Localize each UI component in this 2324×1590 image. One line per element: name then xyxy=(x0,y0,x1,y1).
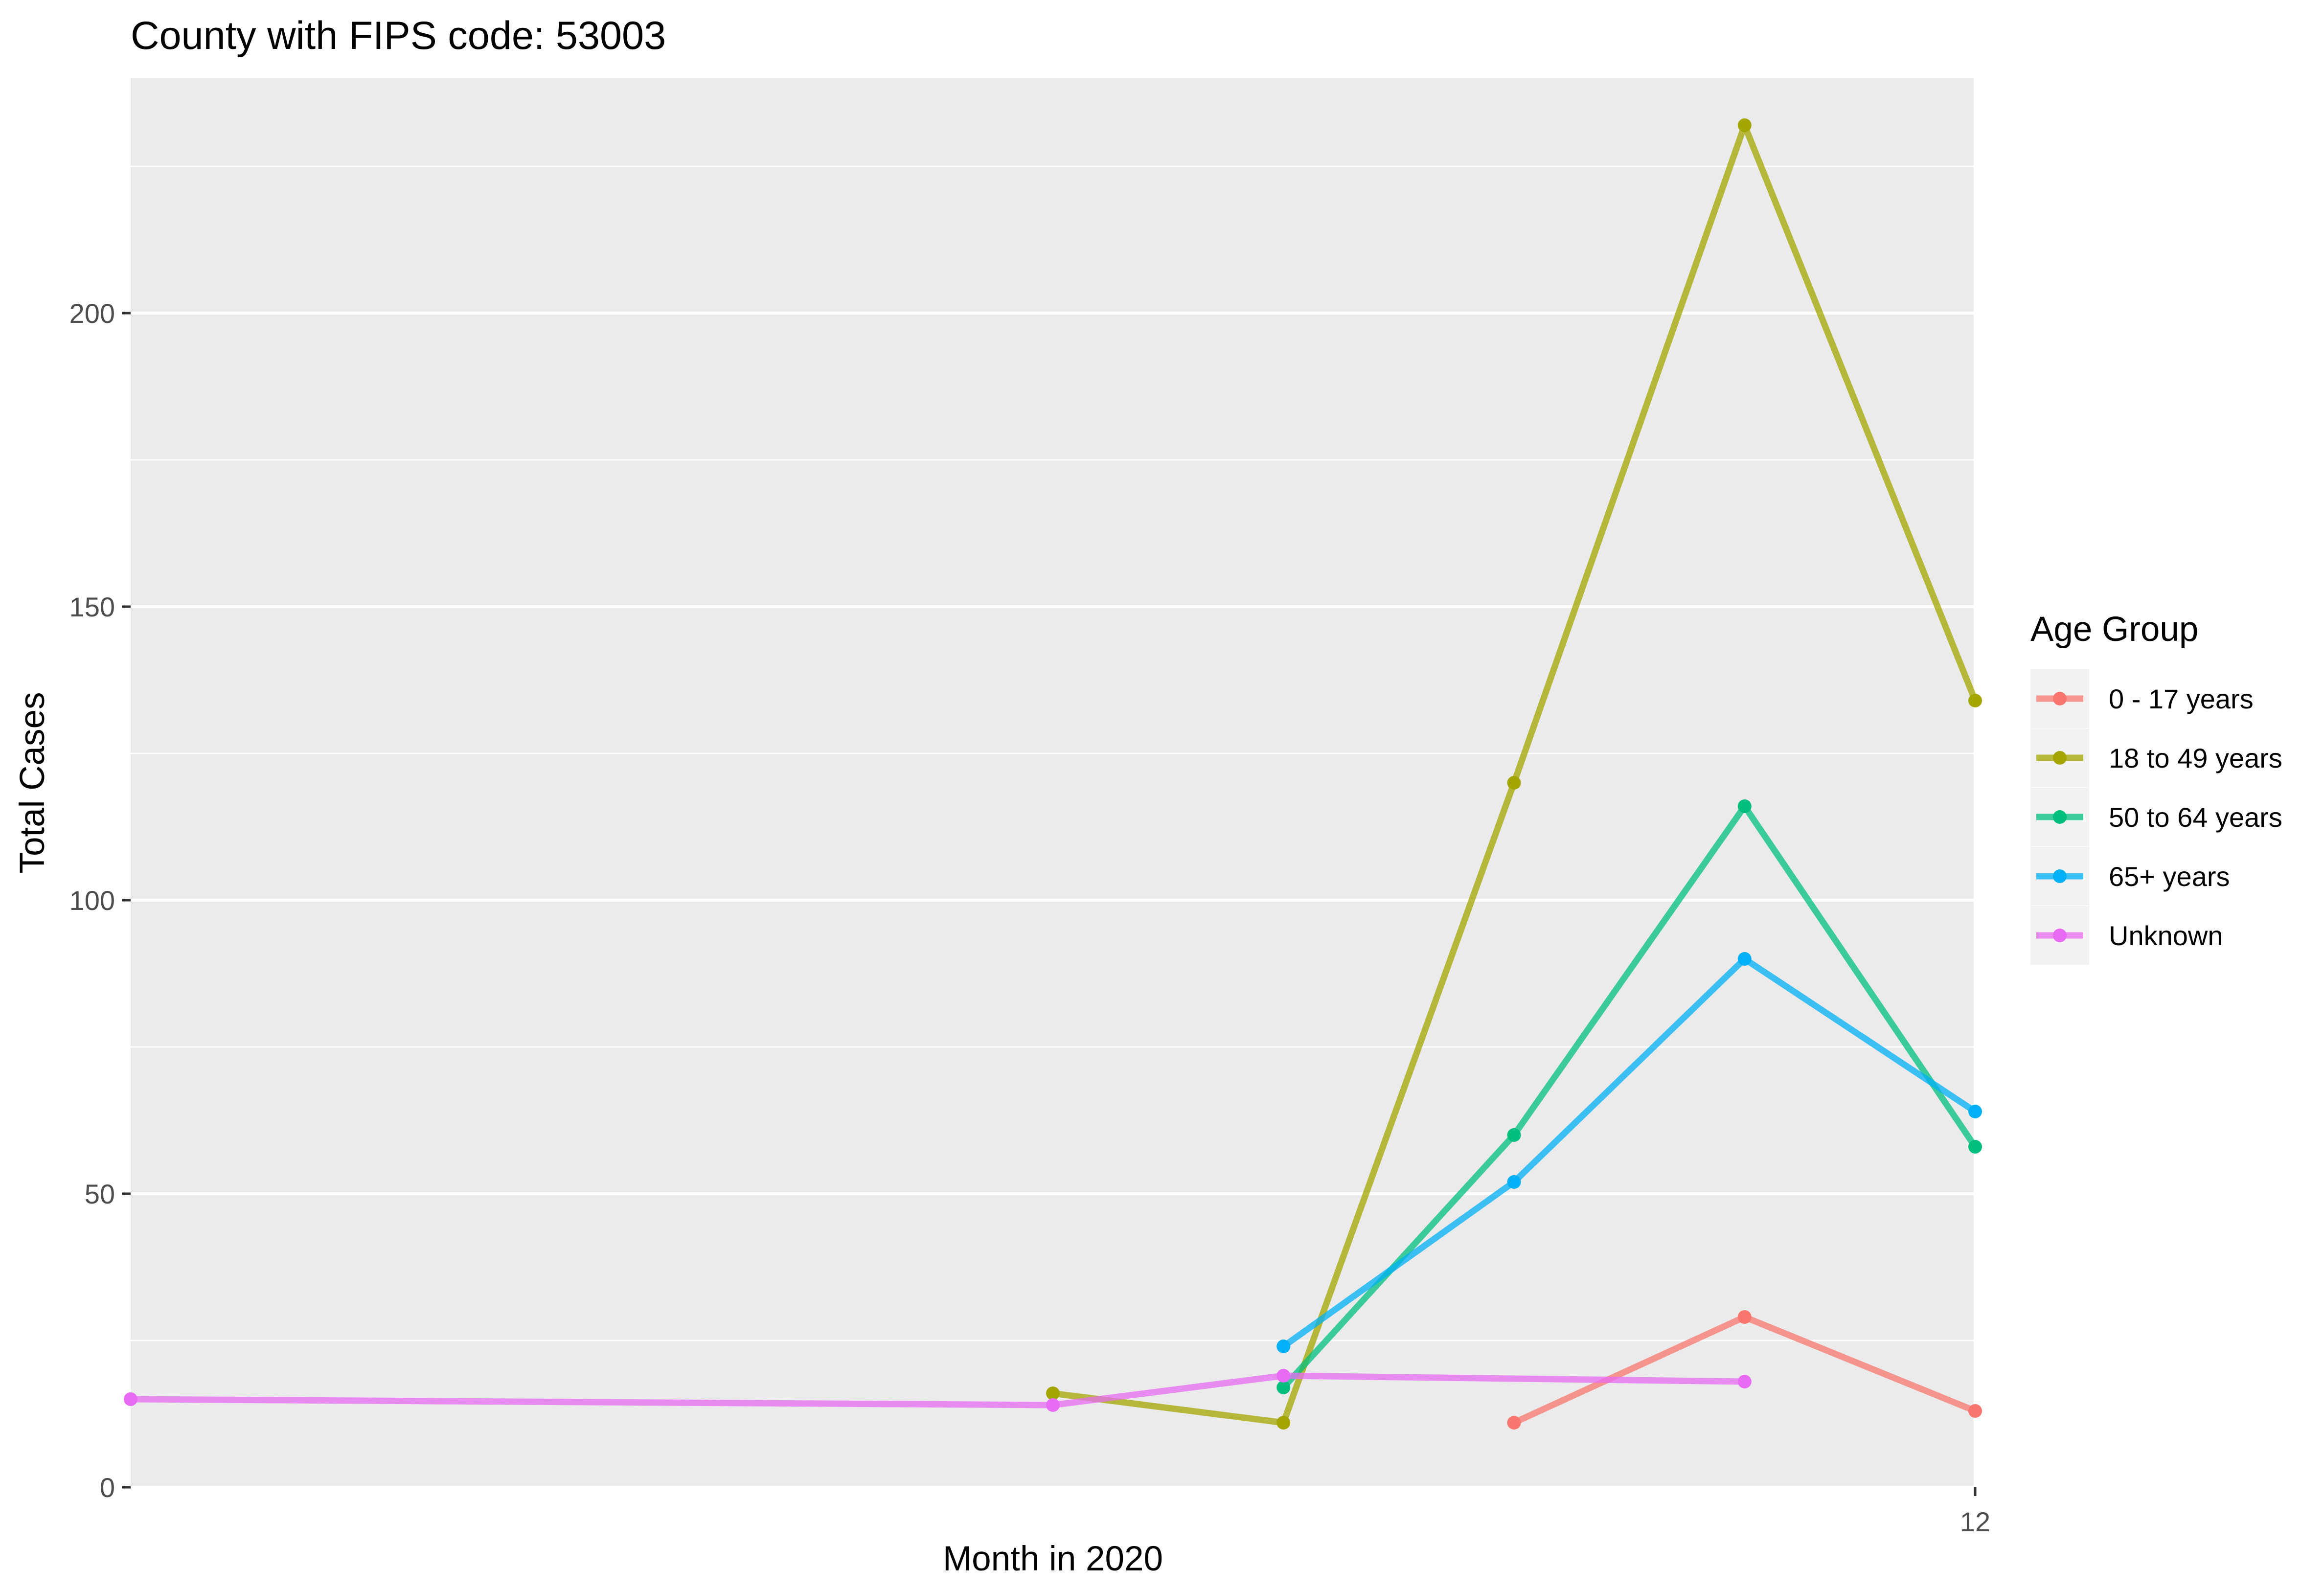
y-axis-title: Total Cases xyxy=(13,692,52,874)
legend-label: Unknown xyxy=(2109,920,2223,951)
data-point xyxy=(1968,1105,1982,1118)
y-tick-label: 0 xyxy=(100,1472,115,1503)
legend-key-point xyxy=(2053,810,2067,824)
axes: 0 50 100 150 200 12 xyxy=(69,298,1991,1537)
legend-key-point xyxy=(2053,692,2067,705)
series-points xyxy=(124,118,1982,1430)
data-point xyxy=(1968,1404,1982,1418)
data-point xyxy=(1276,1369,1291,1383)
chart-title: County with FIPS code: 53003 xyxy=(131,14,666,58)
data-point xyxy=(1507,776,1521,790)
x-axis-title: Month in 2020 xyxy=(943,1540,1163,1578)
legend-label: 50 to 64 years xyxy=(2109,802,2282,833)
data-point xyxy=(1968,694,1982,707)
data-point xyxy=(1507,1416,1521,1430)
y-tick-label: 100 xyxy=(69,885,115,916)
data-point xyxy=(1507,1128,1521,1142)
data-point xyxy=(124,1392,137,1406)
y-tick-label: 150 xyxy=(69,591,115,622)
data-point xyxy=(1968,1140,1982,1154)
y-tick-label: 200 xyxy=(69,298,115,329)
y-tick-label: 50 xyxy=(85,1179,115,1209)
data-point xyxy=(1737,799,1752,813)
minor-gridlines xyxy=(131,165,1975,1341)
legend-key-point xyxy=(2053,869,2067,883)
major-gridlines xyxy=(131,78,1977,1489)
data-point xyxy=(1276,1340,1291,1353)
data-point xyxy=(1507,1175,1521,1189)
series-line-4 xyxy=(130,1372,1745,1408)
data-point xyxy=(1737,1310,1752,1324)
series-line-3 xyxy=(1281,955,1977,1349)
data-point xyxy=(1046,1386,1060,1400)
data-point xyxy=(1276,1416,1291,1430)
legend-label: 65+ years xyxy=(2109,861,2230,892)
data-point xyxy=(1046,1398,1060,1412)
legend-title: Age Group xyxy=(2030,610,2198,649)
legend: Age Group 0 - 17 years 18 to 49 years 50 t… xyxy=(2030,610,2282,965)
legend-key-point xyxy=(2053,751,2067,765)
data-point xyxy=(1737,1375,1752,1388)
legend-key-point xyxy=(2053,929,2067,942)
legend-label: 0 - 17 years xyxy=(2109,683,2254,714)
data-point xyxy=(1276,1381,1291,1394)
legend-label: 18 to 49 years xyxy=(2109,743,2282,773)
data-point xyxy=(1737,118,1752,132)
data-point xyxy=(1737,952,1752,966)
x-tick-label: 12 xyxy=(1960,1506,1990,1537)
plot-background xyxy=(131,78,1975,1487)
